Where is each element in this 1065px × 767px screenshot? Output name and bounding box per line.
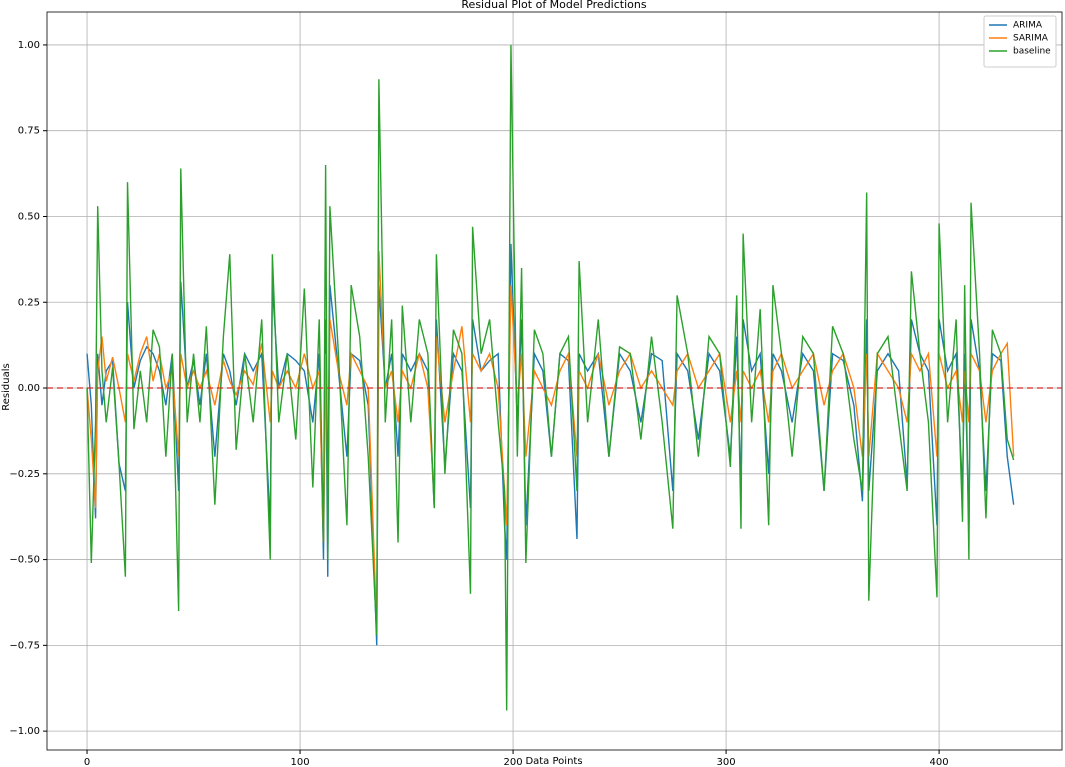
legend-box <box>983 15 1057 68</box>
x-tick-label: 0 <box>84 757 90 767</box>
chart-title: Residual Plot of Model Predictions <box>461 0 646 11</box>
x-tick-label: 200 <box>504 757 523 767</box>
y-tick-label: 1.00 <box>18 40 40 51</box>
legend-label: baseline <box>1013 47 1051 57</box>
y-tick-label: −1.00 <box>9 726 40 737</box>
x-axis-label: Data Points <box>525 756 582 767</box>
plot-frame <box>46 11 1063 751</box>
y-tick-label: 0.50 <box>18 211 40 222</box>
series-line <box>86 44 1015 711</box>
y-tick-label: −0.25 <box>9 469 40 480</box>
x-tick-label: 300 <box>717 757 736 767</box>
legend-label: SARIMA <box>1013 34 1049 44</box>
x-tick-label: 100 <box>291 757 310 767</box>
y-tick-label: 0.00 <box>18 383 40 394</box>
x-tick-label: 400 <box>930 757 949 767</box>
legend-label: ARIMA <box>1013 21 1043 31</box>
y-tick-label: 0.25 <box>18 297 40 308</box>
y-tick-label: −0.50 <box>9 555 40 566</box>
y-axis-label: Residuals <box>1 363 12 410</box>
y-tick-label: −0.75 <box>9 640 40 651</box>
y-tick-label: 0.75 <box>18 126 40 137</box>
